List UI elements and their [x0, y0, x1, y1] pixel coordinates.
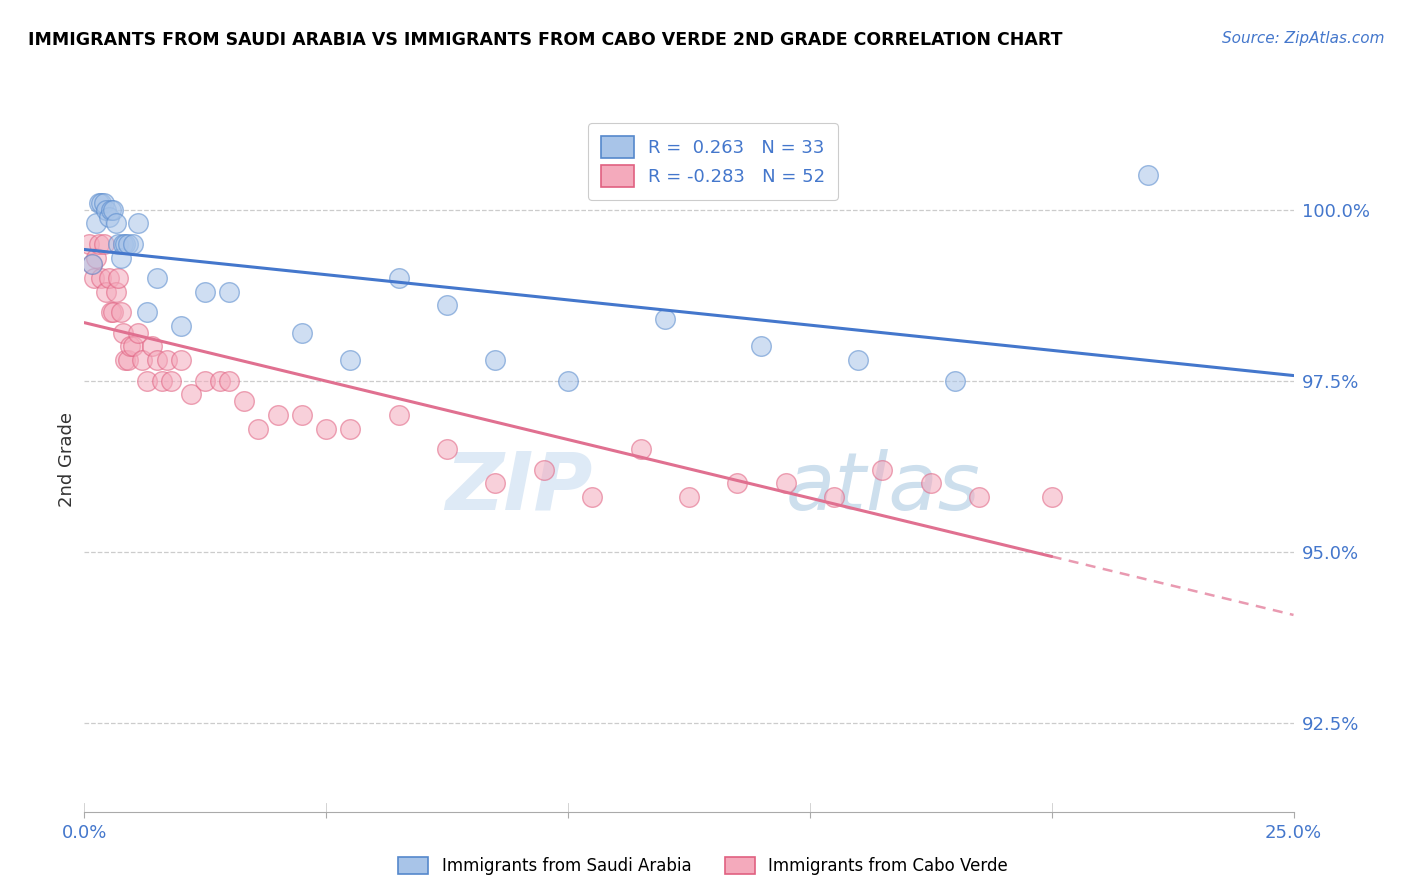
Point	[90, 195, 112, 210]
Point	[170, 318, 193, 333]
Point	[155, 353, 177, 368]
Point	[114, 236, 136, 251]
Point	[194, 285, 217, 299]
Point	[112, 236, 135, 251]
Point	[110, 305, 132, 319]
Point	[100, 305, 122, 319]
Point	[484, 476, 506, 491]
Point	[93, 236, 115, 251]
Point	[339, 421, 361, 435]
Point	[107, 236, 129, 251]
Point	[117, 353, 139, 368]
Point	[112, 326, 135, 340]
Point	[654, 312, 676, 326]
Point	[100, 202, 122, 217]
Point	[180, 387, 202, 401]
Point	[846, 353, 869, 368]
Point	[121, 339, 143, 353]
Point	[160, 374, 183, 388]
Point	[136, 305, 159, 319]
Point	[146, 271, 169, 285]
Point	[104, 216, 127, 230]
Point	[86, 216, 108, 230]
Point	[170, 353, 193, 368]
Point	[218, 374, 240, 388]
Point	[630, 442, 652, 456]
Point	[114, 353, 136, 368]
Point	[339, 353, 361, 368]
Point	[436, 442, 458, 456]
Point	[136, 374, 159, 388]
Point	[86, 251, 108, 265]
Point	[97, 210, 120, 224]
Point	[484, 353, 506, 368]
Point	[388, 271, 411, 285]
Legend: Immigrants from Saudi Arabia, Immigrants from Cabo Verde: Immigrants from Saudi Arabia, Immigrants…	[392, 850, 1014, 882]
Point	[872, 463, 894, 477]
Point	[90, 271, 112, 285]
Point	[967, 490, 990, 504]
Point	[1137, 169, 1160, 183]
Point	[208, 374, 231, 388]
Point	[150, 374, 173, 388]
Legend: R =  0.263   N = 33, R = -0.283   N = 52: R = 0.263 N = 33, R = -0.283 N = 52	[589, 123, 838, 200]
Point	[104, 285, 127, 299]
Point	[121, 236, 143, 251]
Point	[146, 353, 169, 368]
Point	[1040, 490, 1063, 504]
Point	[87, 236, 110, 251]
Text: atlas: atlas	[786, 449, 980, 526]
Point	[557, 374, 579, 388]
Point	[94, 285, 117, 299]
Point	[77, 236, 100, 251]
Point	[291, 408, 314, 422]
Point	[725, 476, 748, 491]
Point	[247, 421, 270, 435]
Point	[943, 374, 966, 388]
Text: Source: ZipAtlas.com: Source: ZipAtlas.com	[1222, 31, 1385, 46]
Point	[83, 271, 105, 285]
Point	[103, 305, 125, 319]
Point	[80, 257, 103, 271]
Point	[218, 285, 240, 299]
Point	[127, 216, 149, 230]
Point	[920, 476, 942, 491]
Point	[823, 490, 845, 504]
Point	[94, 202, 117, 217]
Point	[194, 374, 217, 388]
Point	[141, 339, 163, 353]
Point	[110, 251, 132, 265]
Text: ZIP: ZIP	[444, 449, 592, 526]
Text: IMMIGRANTS FROM SAUDI ARABIA VS IMMIGRANTS FROM CABO VERDE 2ND GRADE CORRELATION: IMMIGRANTS FROM SAUDI ARABIA VS IMMIGRAN…	[28, 31, 1063, 49]
Point	[678, 490, 700, 504]
Point	[388, 408, 411, 422]
Point	[436, 298, 458, 312]
Point	[267, 408, 290, 422]
Point	[751, 339, 773, 353]
Point	[87, 195, 110, 210]
Point	[103, 202, 125, 217]
Point	[581, 490, 603, 504]
Point	[117, 236, 139, 251]
Point	[533, 463, 555, 477]
Point	[107, 271, 129, 285]
Point	[233, 394, 256, 409]
Point	[131, 353, 153, 368]
Point	[120, 339, 142, 353]
Point	[93, 195, 115, 210]
Point	[80, 257, 103, 271]
Point	[291, 326, 314, 340]
Point	[775, 476, 797, 491]
Y-axis label: 2nd Grade: 2nd Grade	[58, 412, 76, 507]
Point	[315, 421, 337, 435]
Point	[127, 326, 149, 340]
Point	[97, 271, 120, 285]
